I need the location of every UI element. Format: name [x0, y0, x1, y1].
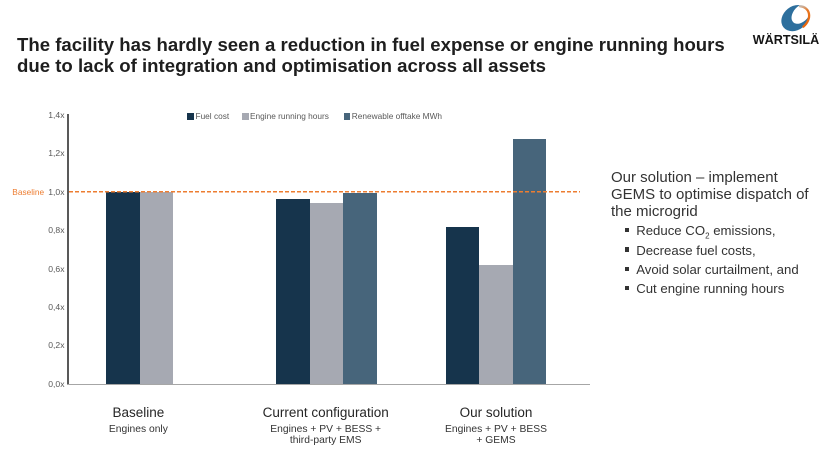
svg-text:WÄRTSILÄ: WÄRTSILÄ [753, 32, 819, 47]
